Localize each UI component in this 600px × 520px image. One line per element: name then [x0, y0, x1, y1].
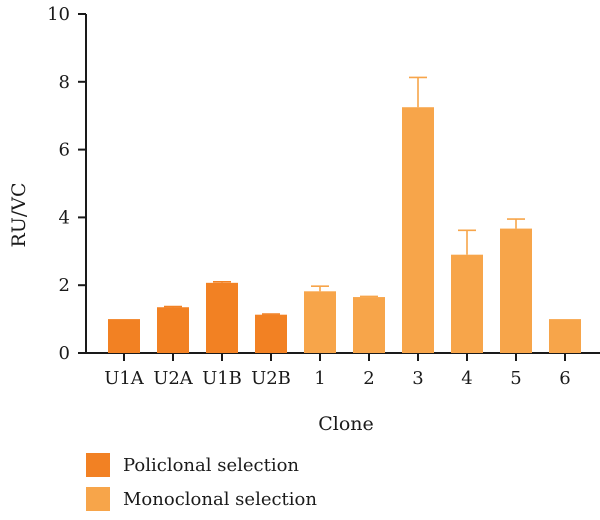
x-tick-label: 5 — [510, 368, 521, 389]
y-tick-label: 10 — [47, 4, 70, 25]
bar — [451, 254, 483, 353]
bar — [255, 314, 287, 353]
y-tick-label: 6 — [59, 140, 70, 161]
legend-item-policlonal: Policlonal selection — [86, 452, 317, 478]
legend-item-monoclonal: Monoclonal selection — [86, 486, 317, 512]
legend-label-policlonal: Policlonal selection — [123, 454, 300, 476]
x-tick-label: 1 — [314, 368, 325, 389]
x-tick-label: U2A — [153, 368, 194, 389]
x-axis: U1A U2A U1B U2B 1 2 3 4 5 6 — [86, 352, 600, 389]
x-tick-label: U1A — [104, 368, 145, 389]
x-tick-label: 2 — [363, 368, 374, 389]
bar-chart: 0 2 4 6 8 10 U1A U2A U1B U2B 1 2 3 4 5 6 RU/VC Clone — [8, 4, 600, 435]
legend: Policlonal selection Monoclonal selectio… — [86, 452, 317, 520]
bar — [108, 319, 140, 353]
bar — [500, 228, 532, 353]
y-axis-label: RU/VC — [8, 183, 30, 248]
x-tick-label: 3 — [412, 368, 423, 389]
y-tick-label: 0 — [59, 343, 70, 364]
bar — [206, 282, 238, 353]
legend-swatch-policlonal — [86, 453, 110, 477]
y-axis: 0 2 4 6 8 10 — [47, 4, 87, 364]
bar — [157, 307, 189, 353]
y-tick-label: 8 — [59, 72, 70, 93]
x-tick-label: U2B — [251, 368, 291, 389]
bar — [549, 319, 581, 353]
bars — [108, 76, 581, 353]
legend-swatch-monoclonal — [86, 487, 110, 511]
x-axis-label: Clone — [318, 413, 374, 435]
y-tick-label: 2 — [59, 275, 70, 296]
legend-label-monoclonal: Monoclonal selection — [123, 488, 317, 510]
y-tick-label: 4 — [59, 207, 70, 228]
x-tick-label: 4 — [461, 368, 472, 389]
bar — [402, 107, 434, 353]
x-tick-label: 6 — [559, 368, 570, 389]
bar — [304, 291, 336, 353]
bar — [353, 297, 385, 353]
x-tick-label: U1B — [202, 368, 242, 389]
